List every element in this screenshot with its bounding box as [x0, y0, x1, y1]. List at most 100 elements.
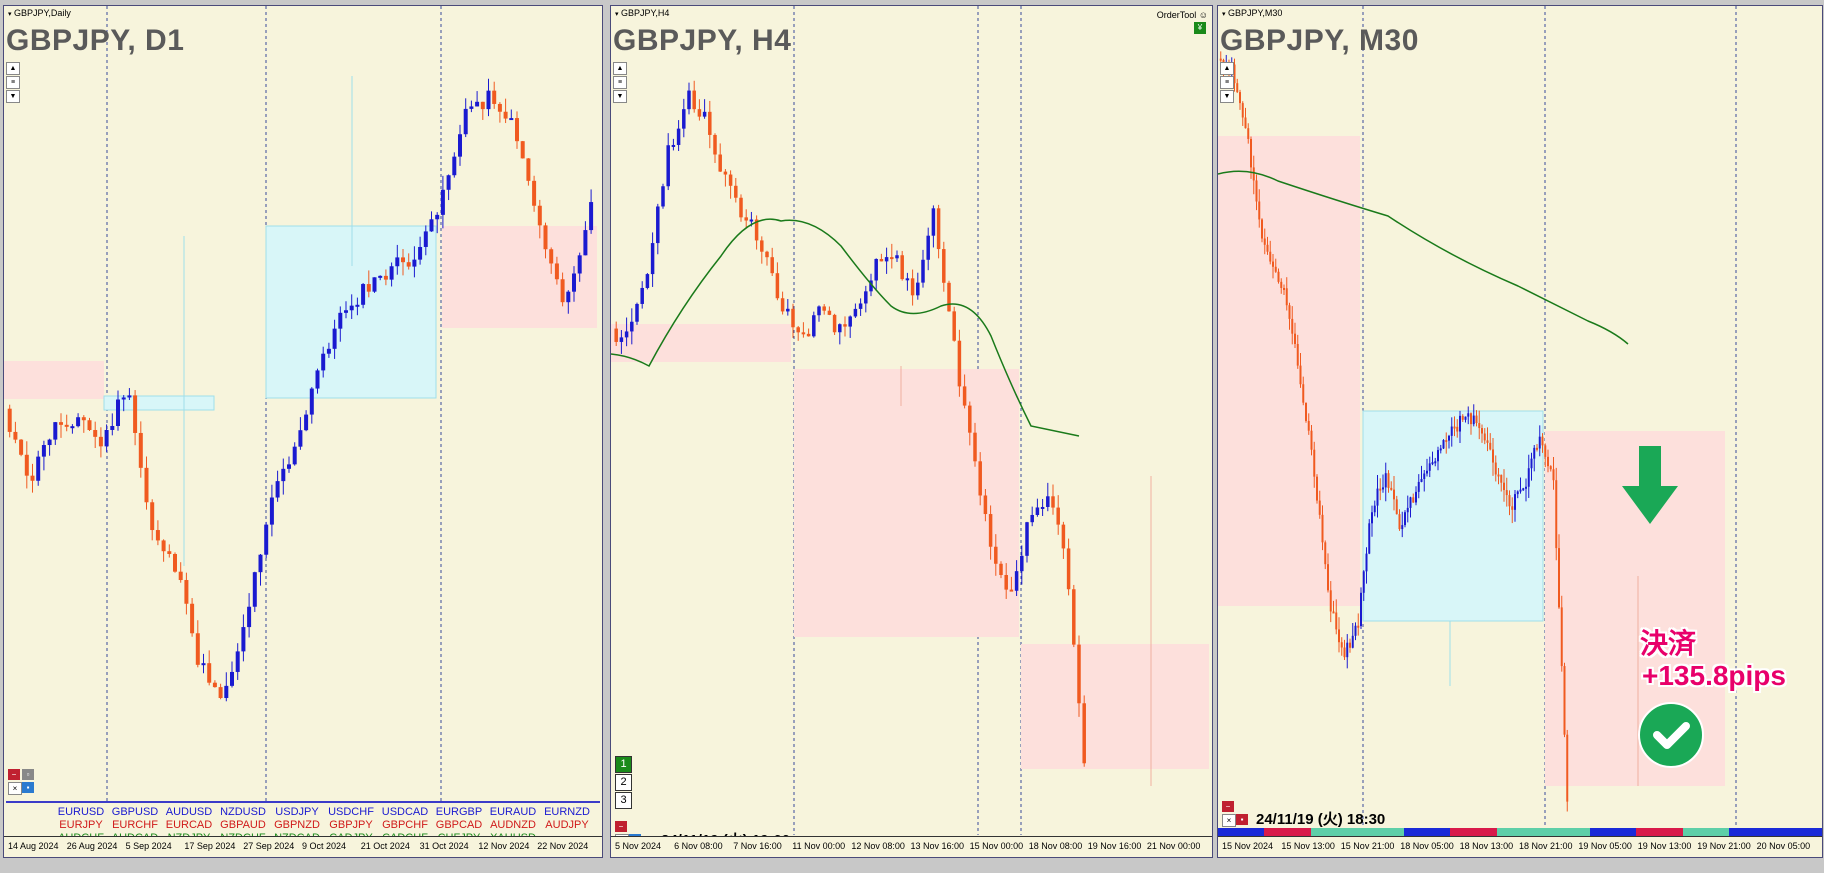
- scroll-up-button[interactable]: ▲: [6, 62, 20, 75]
- candle-body: [458, 134, 462, 157]
- currency-pair-link[interactable]: EURNZD: [544, 806, 590, 818]
- currency-pair-link[interactable]: EURGBP: [435, 806, 483, 818]
- order-tool-icon[interactable]: ¥: [1194, 22, 1206, 34]
- settings-icon[interactable]: ▪: [1236, 814, 1248, 825]
- scroll-down-button[interactable]: ▼: [6, 90, 20, 103]
- currency-pair-link[interactable]: EURCAD: [165, 819, 213, 831]
- candle-body: [864, 291, 868, 304]
- candle-body: [224, 685, 229, 699]
- candle-body: [87, 420, 92, 431]
- candle-body: [292, 446, 297, 465]
- chart-panel-h4[interactable]: ▾ GBPJPY,H4 GBPJPY, H4 OrderTool ☺ ¥ ▲ ≡…: [610, 5, 1213, 858]
- candle-body: [749, 219, 754, 222]
- candle-body: [452, 156, 457, 176]
- candle-body: [1283, 287, 1285, 290]
- candle-body: [765, 251, 769, 258]
- candle-body: [822, 306, 826, 311]
- candle-body: [921, 259, 925, 283]
- candle-body: [806, 333, 811, 337]
- chart-panel-m30[interactable]: ▾ GBPJPY,M30 GBPJPY, M30 ▲ ≡ ▼ − × ▪ 24/…: [1217, 5, 1823, 858]
- candle-body: [1387, 473, 1390, 488]
- currency-pair-link[interactable]: GBPAUD: [220, 819, 266, 831]
- close-icon[interactable]: ×: [8, 782, 22, 795]
- currency-pair-link[interactable]: AUDUSD: [165, 806, 213, 818]
- candle-body: [895, 255, 899, 259]
- currency-pair-link[interactable]: NZDUSD: [220, 806, 266, 818]
- candle-body: [1547, 456, 1549, 467]
- candle-body: [1409, 497, 1412, 508]
- candle-body: [1351, 635, 1354, 648]
- currency-pair-link[interactable]: GBPCAD: [435, 819, 483, 831]
- candle-body: [480, 101, 485, 110]
- currency-pair-link[interactable]: AUDJPY: [545, 819, 589, 831]
- candle-body: [1538, 436, 1541, 449]
- candle-body: [1346, 642, 1349, 658]
- candle-body: [344, 310, 348, 313]
- timeframe-button-2[interactable]: 2: [615, 774, 632, 791]
- candle-body: [36, 456, 41, 481]
- time-axis-label: 20 Nov 05:00: [1756, 841, 1811, 851]
- candle-body: [1494, 462, 1497, 475]
- candle-body: [435, 214, 440, 220]
- close-icon[interactable]: ×: [1222, 814, 1236, 827]
- time-axis-label: 15 Nov 21:00: [1340, 841, 1395, 851]
- currency-pair-link[interactable]: USDCAD: [381, 806, 429, 818]
- chart-canvas-m30[interactable]: [1218, 6, 1822, 857]
- candle-body: [1072, 589, 1076, 645]
- candle-body: [1371, 512, 1373, 524]
- candle-body: [1030, 514, 1034, 523]
- scroll-down-button[interactable]: ▼: [613, 90, 627, 103]
- time-axis-label: 21 Nov 00:00: [1146, 841, 1201, 851]
- moving-average-line: [611, 218, 1080, 437]
- currency-pair-link[interactable]: GBPNZD: [274, 819, 320, 831]
- scroll-down-button[interactable]: ▼: [1220, 90, 1234, 103]
- scale-button[interactable]: ≡: [613, 76, 627, 89]
- time-axis: 14 Aug 2024 26 Aug 2024 5 Sep 2024 17 Sep 2…: [4, 836, 602, 857]
- time-axis-label: 14 Aug 2024: [8, 841, 59, 851]
- candle-body: [1280, 281, 1283, 288]
- candle-body: [775, 273, 780, 299]
- scroll-up-button[interactable]: ▲: [613, 62, 627, 75]
- candle-body: [832, 314, 837, 333]
- candle-body: [1343, 647, 1346, 658]
- currency-pair-link[interactable]: GBPUSD: [111, 806, 159, 818]
- candle-body: [144, 467, 149, 503]
- currency-pair-link[interactable]: GBPJPY: [329, 819, 373, 831]
- chart-canvas-h4[interactable]: [611, 6, 1212, 857]
- candle-body: [1511, 506, 1514, 510]
- minimize-icon[interactable]: −: [1222, 801, 1234, 812]
- chart-canvas-d1[interactable]: [4, 6, 602, 857]
- currency-pair-link[interactable]: GBPCHF: [382, 819, 428, 831]
- candle-body: [1288, 305, 1291, 319]
- restore-icon[interactable]: ▫: [22, 769, 34, 780]
- minimize-icon[interactable]: −: [8, 769, 20, 780]
- scale-button[interactable]: ≡: [6, 76, 20, 89]
- order-tool-label[interactable]: OrderTool ☺: [1156, 10, 1208, 20]
- currency-pair-link[interactable]: EURUSD: [57, 806, 105, 818]
- scale-button[interactable]: ≡: [1220, 76, 1234, 89]
- currency-pair-link[interactable]: AUDNZD: [490, 819, 536, 831]
- scroll-up-button[interactable]: ▲: [1220, 62, 1234, 75]
- timeframe-button-3[interactable]: 3: [615, 792, 632, 809]
- minimize-icon[interactable]: −: [615, 821, 627, 832]
- candle-body: [30, 475, 35, 481]
- candle-body: [1393, 489, 1395, 500]
- timeframe-button-1[interactable]: 1: [615, 756, 632, 773]
- time-axis-label: 17 Sep 2024: [184, 841, 236, 851]
- candle-body: [287, 464, 291, 469]
- time-axis-label: 22 Nov 2024: [537, 841, 589, 851]
- candle-body: [1236, 83, 1239, 93]
- currency-pair-link[interactable]: EURJPY: [59, 819, 103, 831]
- chart-panel-d1[interactable]: ▾ GBPJPY,Daily GBPJPY, D1 ▲ ≡ ▼ − ▫ × ▪ …: [3, 5, 603, 858]
- candle-body: [509, 118, 514, 121]
- time-axis-label: 5 Sep 2024: [125, 841, 172, 851]
- candle-body: [1318, 500, 1321, 515]
- candle-body: [1299, 365, 1302, 385]
- settings-icon[interactable]: ▪: [22, 782, 34, 793]
- currency-pair-link[interactable]: EURCHF: [112, 819, 158, 831]
- currency-pair-link[interactable]: EURAUD: [489, 806, 537, 818]
- candle-body: [983, 495, 988, 515]
- candle-body: [1244, 117, 1247, 129]
- currency-pair-link[interactable]: USDCHF: [328, 806, 374, 818]
- currency-pair-link[interactable]: USDJPY: [275, 806, 319, 818]
